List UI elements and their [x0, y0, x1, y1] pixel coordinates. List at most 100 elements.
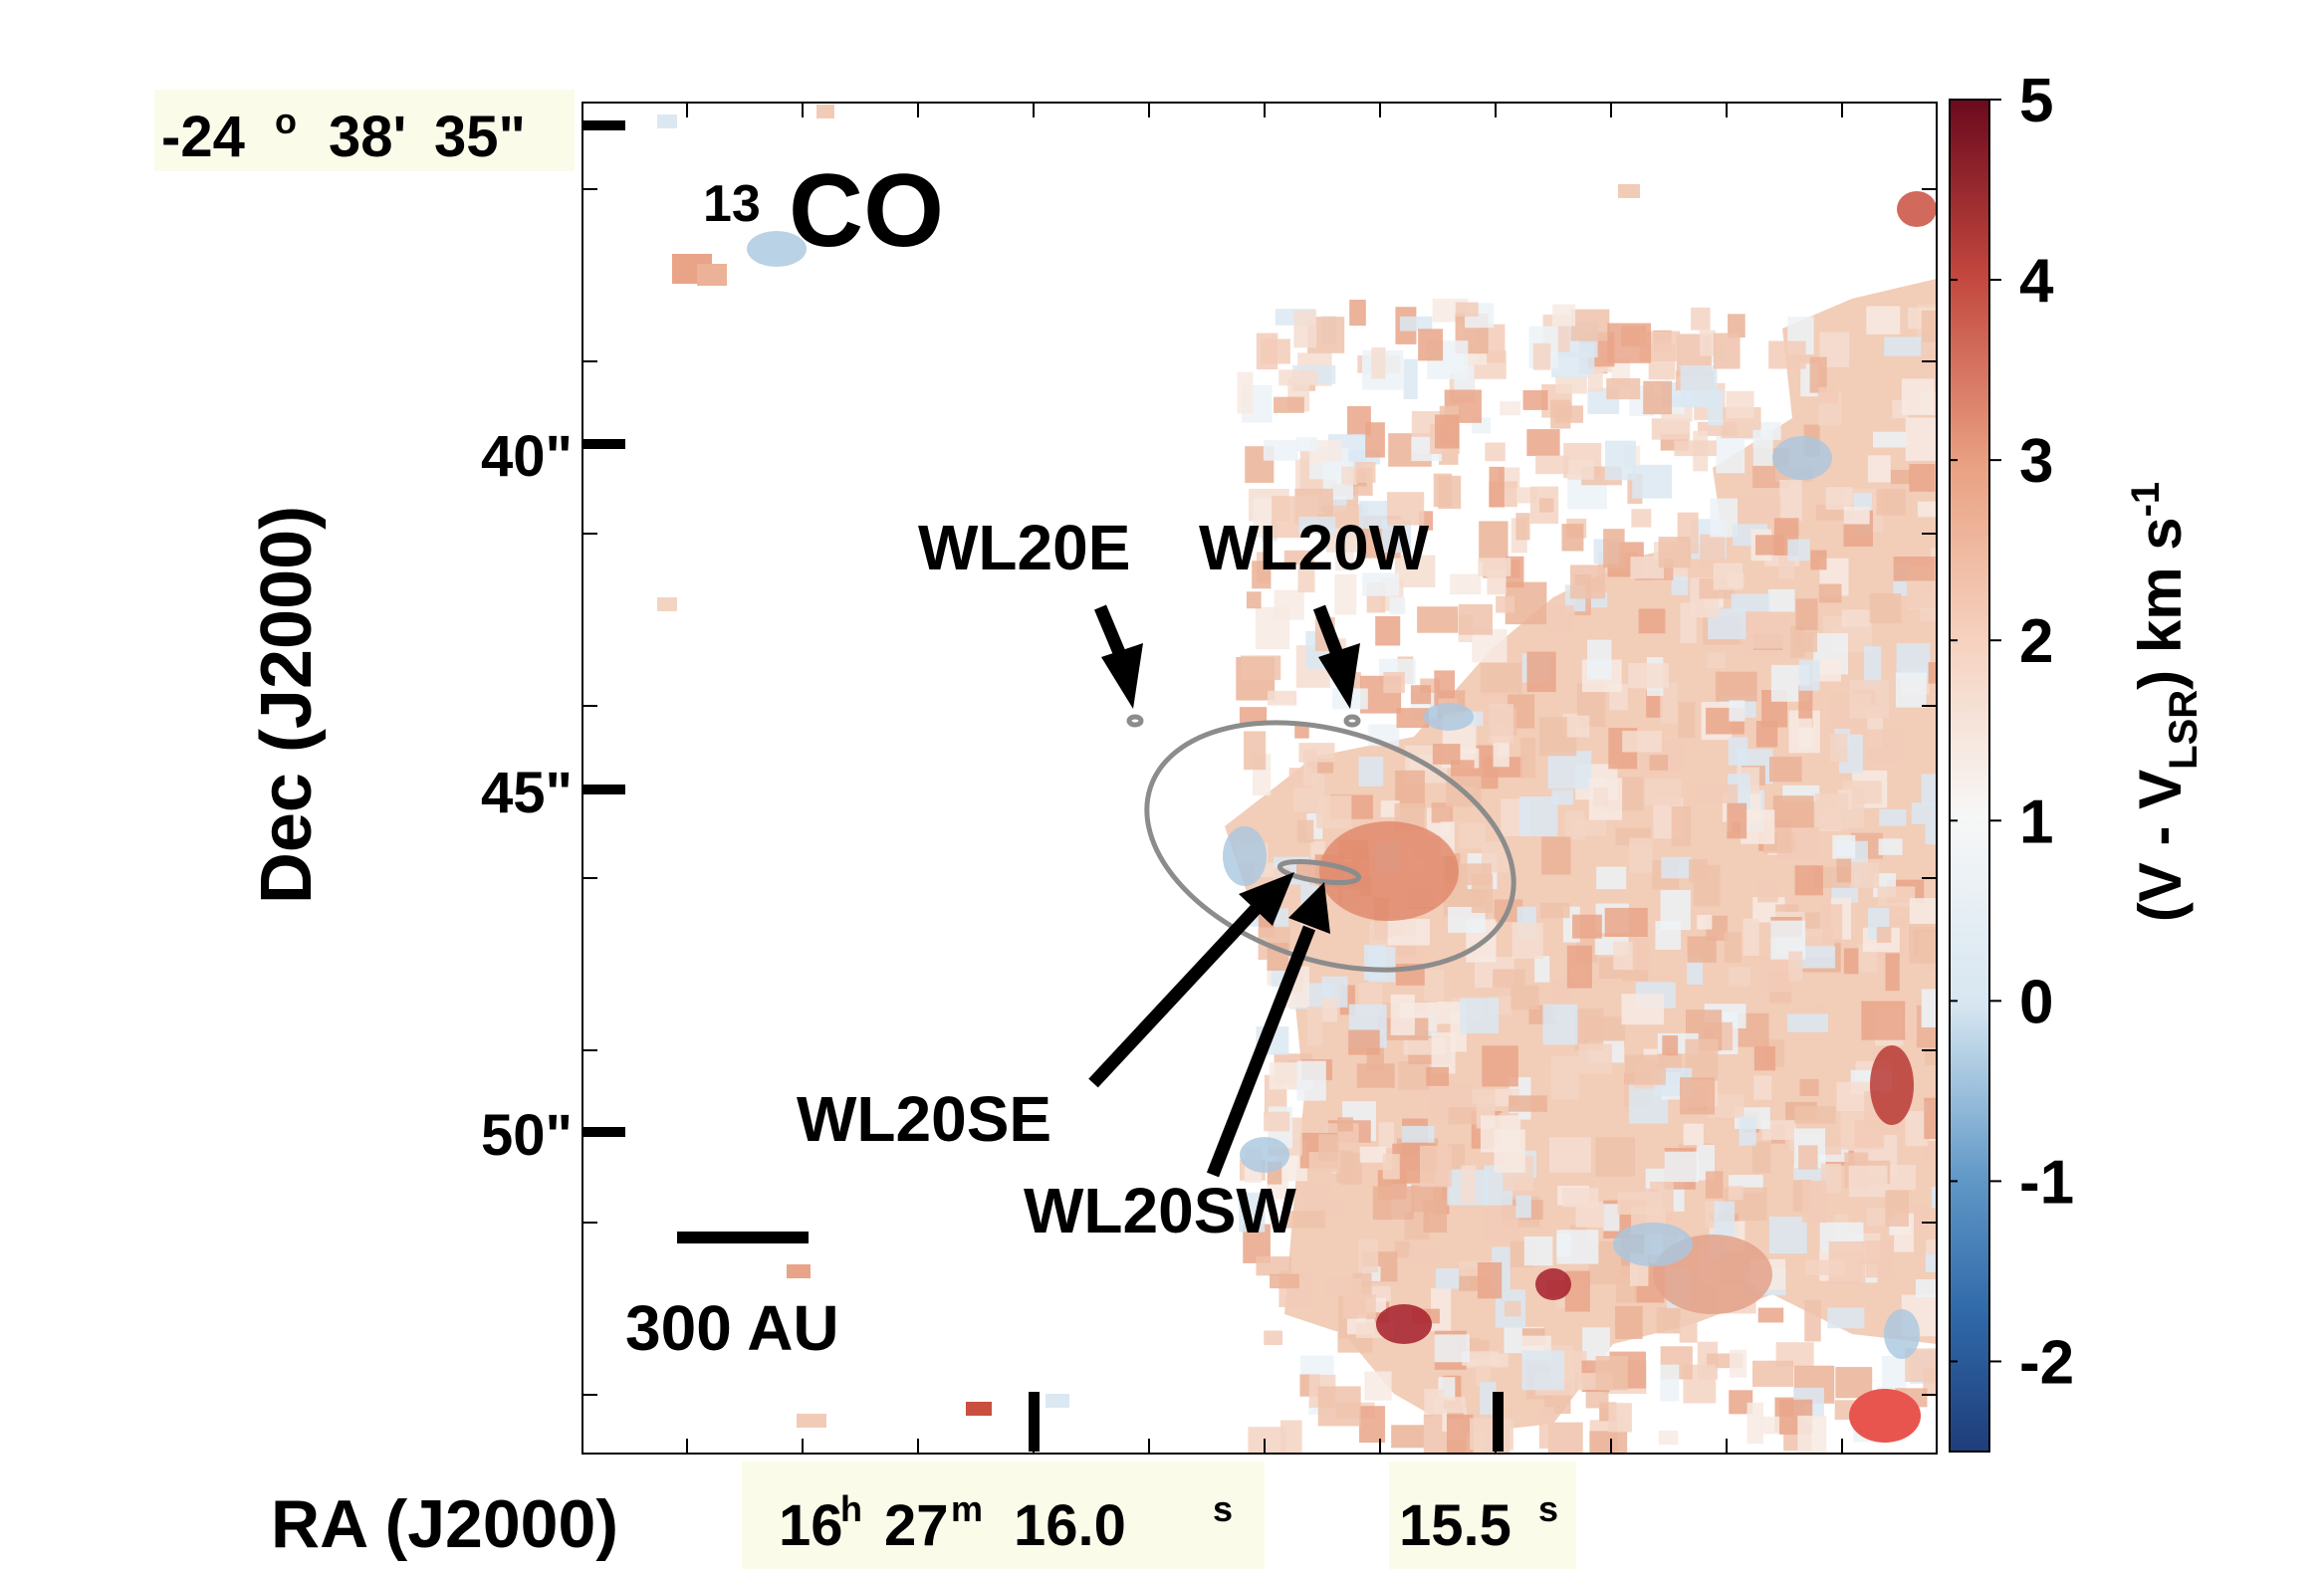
emission-pixel: [1489, 704, 1513, 744]
emission-pixel: [1872, 431, 1908, 448]
emission-pixel: [1261, 338, 1290, 364]
emission-pixel: [1923, 1145, 1937, 1161]
ytick-label-45: 45": [481, 761, 573, 825]
emission-pixel: [1579, 342, 1595, 374]
emission-pixel: [1431, 802, 1454, 823]
emission-pixel: [1728, 737, 1748, 766]
emission-pixel: [1697, 914, 1713, 930]
emission-pixel: [1624, 1054, 1666, 1085]
emission-pixel: [1426, 1066, 1450, 1086]
emission-pixel: [1489, 466, 1505, 508]
emission-pixel: [1293, 310, 1317, 348]
emission-pixel: [1538, 498, 1554, 513]
emission-pixel: [1651, 418, 1691, 440]
emission-pixel: [1795, 598, 1818, 631]
emission-pixel: [1317, 1386, 1361, 1427]
emission-pixel: [1572, 914, 1602, 939]
emission-pixel: [1362, 572, 1400, 596]
emission-pixel: [1905, 417, 1937, 461]
emission-hotspot: [1535, 1268, 1571, 1300]
emission-pixel: [1671, 575, 1689, 595]
emission-pixel: [1315, 795, 1352, 829]
emission-pixel: [1738, 497, 1781, 519]
emission-pixel: [1658, 537, 1691, 568]
emission-pixel: [1729, 700, 1745, 722]
emission-pixel: [1401, 1125, 1435, 1143]
xtick-label-s-unit: s: [1213, 1488, 1233, 1529]
emission-pixel: [1918, 932, 1933, 960]
emission-pixel: [1787, 539, 1810, 562]
emission-blue-patch: [1613, 1223, 1693, 1266]
emission-pixel: [1621, 994, 1665, 1025]
emission-pixel: [1660, 1364, 1680, 1402]
emission-pixel: [1485, 442, 1506, 462]
emission-pixel: [1493, 969, 1525, 988]
emission-blue-patch: [1240, 1137, 1289, 1173]
emission-pixel: [1909, 464, 1936, 492]
emission-pixel: [1240, 655, 1281, 680]
emission-pixel: [1564, 810, 1585, 840]
arrow-wl20se-head: [1239, 872, 1294, 926]
emission-pixel: [1907, 581, 1937, 609]
emission-pixel: [1603, 529, 1625, 568]
emission-pixel: [1487, 569, 1507, 595]
emission-pixel: [1552, 304, 1576, 327]
emission-pixel: [1403, 358, 1418, 400]
emission-pixel: [1334, 574, 1357, 615]
emission-pixel: [1359, 501, 1388, 529]
ytick-mark-45: [581, 785, 625, 794]
emission-pixel: [1805, 1259, 1845, 1275]
emission-pixel: [1434, 414, 1460, 449]
emission-pixel: [1268, 690, 1297, 706]
emission-pixel: [1586, 639, 1612, 680]
emission-pixel: [1786, 1013, 1829, 1032]
emission-pixel: [1928, 662, 1937, 684]
emission-pixel: [1606, 377, 1641, 400]
emission-pixel: [1689, 858, 1708, 883]
emission-blue-patch: [1884, 1309, 1920, 1359]
emission-blue-patch: [1223, 826, 1267, 886]
colorbar-tick-label: 2: [2019, 607, 2053, 676]
xtick-highlight-2: [1389, 1461, 1576, 1569]
emission-pixel: [1589, 1431, 1628, 1454]
emission-pixel: [1548, 1137, 1591, 1173]
emission-pixel: [1604, 440, 1636, 481]
emission-pixel: [1518, 796, 1558, 837]
emission-pixel: [1394, 1240, 1411, 1258]
emission-pixel: [1748, 616, 1790, 649]
emission-pixel: [1788, 951, 1803, 982]
emission-pixel: [1617, 1192, 1662, 1215]
emission-pixel: [1500, 401, 1521, 416]
emission-pixel: [1679, 1318, 1698, 1343]
contour-wl20w: [1343, 714, 1361, 728]
emission-pixel: [1496, 595, 1515, 613]
colorbar-gradient: [1949, 99, 1990, 1453]
beam-ellipse: [1849, 1389, 1921, 1443]
emission-pixel: [1433, 473, 1452, 508]
emission-pixel: [1628, 663, 1670, 689]
emission-pixel: [1890, 469, 1911, 485]
ytick-label-asec: 35": [434, 105, 526, 169]
emission-pixel: [1754, 535, 1784, 556]
emission-pixel: [1263, 440, 1298, 461]
colorbar-label-part2: ) km s: [2127, 517, 2194, 689]
emission-pixel: [1849, 680, 1890, 719]
emission-pixel: [1359, 1406, 1386, 1444]
emission-pixel: [1337, 1117, 1353, 1132]
emission-blue-patch: [1424, 703, 1474, 731]
emission-pixel: [1716, 671, 1757, 702]
emission-pixel: [1256, 1256, 1291, 1276]
colorbar-tick-label: 5: [2019, 67, 2053, 135]
emission-pixel: [1878, 838, 1903, 855]
emission-pixel: [1921, 339, 1937, 371]
emission-pixel: [1797, 718, 1812, 750]
emission-pixel: [1561, 524, 1584, 552]
map-label-superscript: 13: [703, 175, 761, 233]
emission-pixel: [1554, 405, 1584, 423]
emission-pixel: [1768, 340, 1806, 369]
emission-pixel: [1555, 375, 1587, 394]
ytick-label-amin: 38': [329, 105, 406, 169]
emission-pixel: [1566, 715, 1590, 738]
emission-pixel: [1604, 907, 1648, 938]
